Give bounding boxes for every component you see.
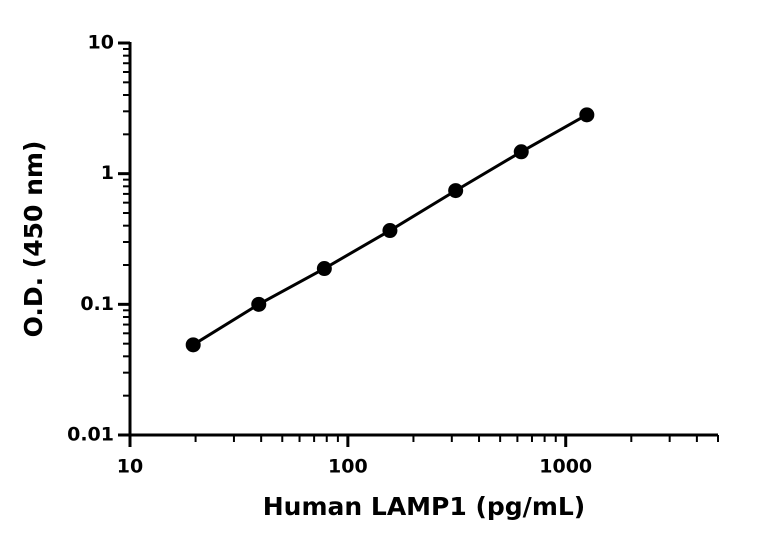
data-point xyxy=(316,261,332,277)
y-tick-label: 10 xyxy=(88,32,114,54)
data-point xyxy=(185,337,201,353)
y-axis-title: O.D. (450 nm) xyxy=(19,141,48,338)
data-point xyxy=(579,107,595,123)
y-tick-label: 0.01 xyxy=(67,424,114,446)
data-point xyxy=(513,144,529,160)
y-tick-label: 0.1 xyxy=(80,293,114,315)
data-point xyxy=(251,296,267,312)
data-point xyxy=(448,183,464,199)
y-tick-label: 1 xyxy=(101,162,114,184)
x-axis-title: Human LAMP1 (pg/mL) xyxy=(263,492,585,521)
x-tick-label: 100 xyxy=(328,456,368,478)
data-point xyxy=(382,223,398,239)
x-tick-label: 10 xyxy=(117,456,143,478)
x-tick-label: 1000 xyxy=(539,456,592,478)
